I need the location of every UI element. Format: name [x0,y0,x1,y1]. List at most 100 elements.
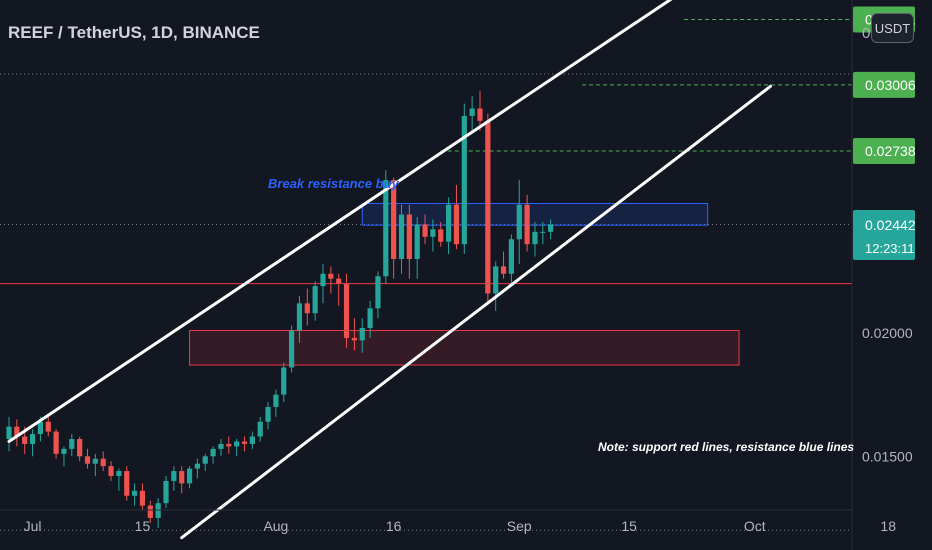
candle-body [29,434,36,444]
candle-body [257,421,263,437]
candle-body [100,458,106,467]
break-resistance-label: Break resistance buy [268,176,400,191]
x-tick-label: 16 [386,518,402,534]
candle-body [22,436,28,444]
price-axis: 0.020000.015000.032710.030060.027380.024… [853,6,916,464]
candle-body [516,204,522,240]
chart-title: REEF / TetherUS, 1D, BINANCE [8,23,260,42]
candle-body [446,204,452,242]
candle-body [202,456,208,464]
candle-body [45,421,51,432]
candle-body [485,120,491,294]
candle-body [163,480,169,504]
candle-body [343,283,350,338]
candle-body [320,273,326,287]
x-tick-label: 15 [621,518,637,534]
x-tick-label: Sep [507,518,532,534]
candle-body [218,443,224,449]
candle-body [171,471,177,481]
candle-body [108,466,114,477]
candle-body [37,421,43,435]
candle-body [241,441,248,444]
candle-body [453,204,460,245]
candle-body [289,330,295,368]
target-price-label: 0.02738 [865,143,916,159]
candle-body [548,224,554,232]
candle-body [139,490,146,506]
candle-body [234,441,240,447]
support-resistance-note: Note: support red lines, resistance blue… [598,440,854,454]
candle-body [179,471,185,484]
candle-body [14,426,20,437]
candle-body [336,278,342,284]
candle-body [296,303,303,331]
candle-body [186,468,193,484]
candle-body [328,273,334,279]
candle-body [147,505,153,518]
candle-body [406,214,412,259]
x-tick-label: Jul [24,518,42,534]
candle-body [414,224,420,259]
y-tick-label: 0.01500 [862,448,913,464]
candle-body [461,115,467,245]
candle-body [61,448,67,454]
current-price-label: 0.02442 [865,217,916,233]
resistance-zone [361,202,709,226]
candle-body [226,443,232,447]
channel-lines [7,0,772,540]
candle-body [194,463,200,469]
current-price-badge [853,209,915,260]
candle-body [500,266,507,274]
candle-body [69,439,75,449]
x-tick-label: 15 [135,518,151,534]
candle-body [493,266,499,294]
candle-body [132,490,138,496]
candle-body [6,426,12,440]
candle-body [312,286,318,314]
candle-body [77,439,83,457]
candle-body [430,229,436,237]
candle-body [249,436,255,444]
candle-body [84,456,91,464]
candle-body [53,431,59,454]
x-tick-label: 18 [880,518,896,534]
channel-upper-line [7,0,673,443]
target-price-label: 0.03006 [865,77,916,93]
price-axis-clipped-glyph: 0 [862,25,870,42]
candle-body [351,337,357,341]
candle-body [281,367,287,395]
candle-body [265,406,271,422]
candle-body [155,503,161,518]
candle-body [422,224,428,237]
candle-body [304,303,310,314]
candle-body [116,471,122,477]
candle-body [524,204,530,245]
time-axis: Jul 15 Aug 16 Sep 15 Oct 18 [24,518,897,534]
support-zone [189,329,740,366]
candle-body [359,328,365,341]
candle-body [383,180,389,277]
currency-button[interactable]: USDT [871,13,914,43]
x-tick-label: Aug [263,518,288,534]
x-tick-label: Oct [744,518,766,534]
channel-lower-line [180,84,772,540]
horizontal-guides [0,18,852,531]
candle-body [124,471,130,496]
candle-body [375,276,381,309]
candle-body [398,214,405,259]
candle-body [532,231,538,245]
candle-body [92,458,98,464]
candle-body [540,231,546,233]
target-price-badge [853,71,915,98]
candle-body [367,308,373,329]
candle-body [508,239,514,274]
candle-body [438,229,444,242]
candle-body [391,180,397,259]
candle-body [210,448,216,457]
candle-body [477,108,483,121]
target-price-badge [853,137,915,164]
candle-body [469,108,475,116]
countdown-label: 12:23:11 [865,241,915,256]
candle-body [273,394,279,407]
